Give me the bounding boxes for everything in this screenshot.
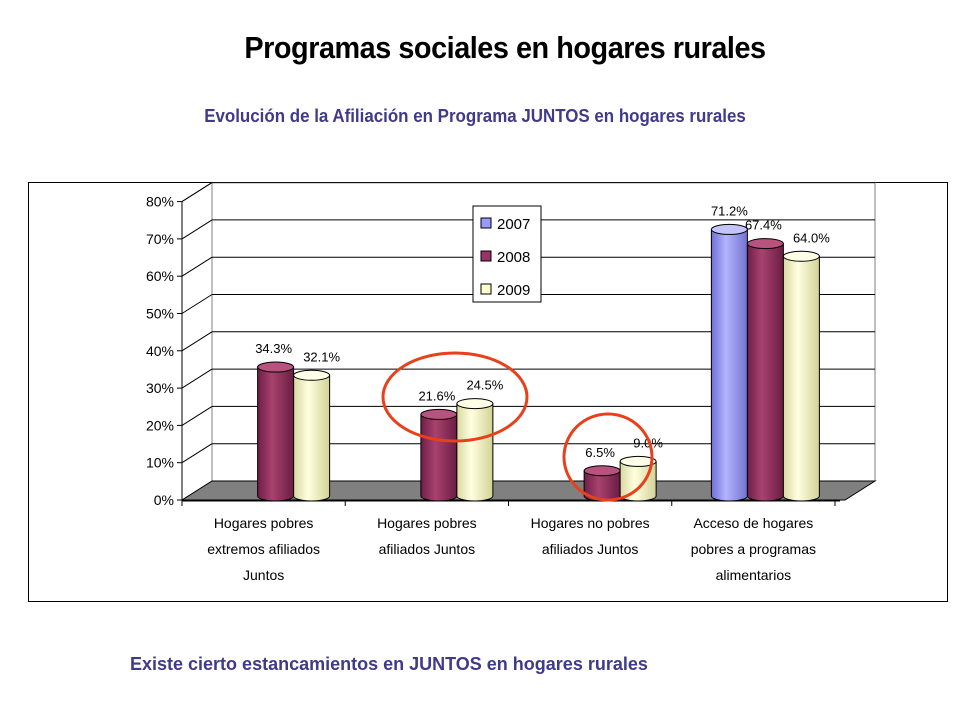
highlight-ellipse-2 <box>562 412 654 502</box>
bar-top-2008-1 <box>420 408 458 420</box>
data-label: 24.5% <box>466 378 503 393</box>
y-tick-label: 50% <box>146 306 174 322</box>
category-label: Acceso de hogares <box>693 515 813 531</box>
bar-2009-1 <box>456 403 494 502</box>
page-title: Programas sociales en hogares rurales <box>244 30 766 65</box>
y-tick-label: 80% <box>146 194 174 210</box>
legend-swatch-2008 <box>480 250 492 262</box>
y-tick-label: 30% <box>146 380 174 396</box>
category-label: extremos afiliados <box>207 541 320 557</box>
data-label: 34.3% <box>255 341 292 356</box>
bar-top-2009-2 <box>619 455 657 467</box>
y-tick-label: 0% <box>154 492 174 508</box>
bar-2009-3 <box>782 255 820 502</box>
bar-2007-3 <box>710 228 748 502</box>
gridline-side <box>181 443 213 464</box>
bar-top-2009-0 <box>293 369 331 381</box>
bar-top-2008-0 <box>257 361 295 373</box>
data-label: 67.4% <box>745 218 782 233</box>
chart-floor <box>180 480 877 501</box>
data-label: 71.2% <box>711 203 748 218</box>
bar-2009-0 <box>293 374 331 502</box>
chart-subtitle: Evolución de la Afiliación en Programa J… <box>204 106 746 126</box>
bar-2008-3 <box>746 243 784 502</box>
category-label: Hogares no pobres <box>531 515 650 531</box>
legend-swatch-2007 <box>480 217 492 229</box>
highlight-ellipse-1 <box>381 351 529 443</box>
category-label: Hogares pobres <box>214 515 314 531</box>
y-tick-label: 70% <box>146 231 174 247</box>
legend-swatch-2009 <box>480 283 492 295</box>
gridline-side <box>181 331 213 352</box>
bar-top-2008-3 <box>746 238 784 250</box>
y-tick-label: 10% <box>146 455 174 471</box>
data-label: 21.6% <box>418 388 455 403</box>
bar-top-2008-2 <box>583 465 621 477</box>
legend-label-2008: 2008 <box>497 249 530 266</box>
y-tick-label: 20% <box>146 417 174 433</box>
data-label: 32.1% <box>303 349 340 364</box>
category-label: afiliados Juntos <box>542 541 639 557</box>
gridline-side <box>181 219 213 240</box>
footer-note: Existe cierto estancamientos en JUNTOS e… <box>130 654 648 674</box>
bar-top-2009-3 <box>782 250 820 262</box>
category-label: afiliados Juntos <box>379 541 476 557</box>
gridline-side <box>181 182 213 203</box>
legend: 2007 2008 2009 <box>472 205 542 303</box>
category-label: Hogares pobres <box>377 515 477 531</box>
bar-2008-0 <box>257 366 295 502</box>
category-label: alimentarios <box>716 567 791 583</box>
legend-label-2007: 2007 <box>497 216 530 233</box>
category-label: Juntos <box>243 567 284 583</box>
gridline-side <box>181 256 213 277</box>
y-tick-label: 40% <box>146 343 174 359</box>
data-label: 64.0% <box>793 230 830 245</box>
gridline-side <box>181 294 213 314</box>
gridline-side <box>181 405 213 426</box>
data-label: 6.5% <box>585 445 615 460</box>
bar-2008-1 <box>420 413 458 502</box>
category-label: pobres a programas <box>691 541 816 557</box>
bar-top-2009-1 <box>456 398 494 410</box>
y-tick-label: 60% <box>146 268 174 284</box>
legend-label-2009: 2009 <box>497 282 530 299</box>
bar-top-2007-3 <box>710 223 748 235</box>
gridline-side <box>181 368 213 389</box>
